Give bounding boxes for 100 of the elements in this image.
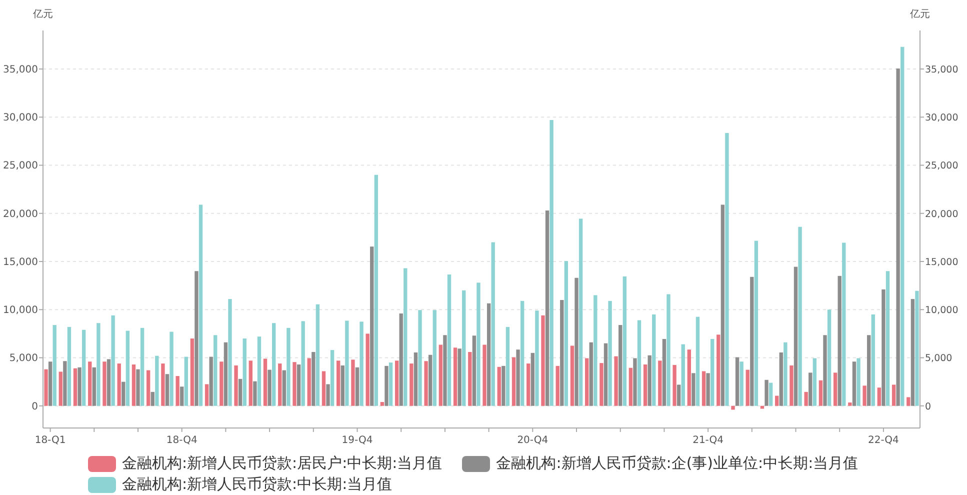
- bar: [351, 360, 355, 406]
- y-tick-label: 35,000: [3, 64, 38, 76]
- bar: [594, 295, 598, 406]
- bar: [204, 384, 209, 406]
- bar: [404, 268, 408, 406]
- y2-tick-label: 0: [925, 401, 932, 412]
- bar: [750, 276, 754, 406]
- bar: [268, 370, 272, 406]
- bar: [482, 344, 486, 406]
- bar: [740, 362, 744, 406]
- bar: [394, 360, 399, 406]
- y2-tick-label: 20,000: [925, 208, 958, 220]
- bar: [838, 276, 842, 406]
- bar: [58, 372, 62, 406]
- bar: [570, 346, 574, 406]
- bar: [198, 204, 203, 406]
- bar: [180, 386, 184, 406]
- bar: [44, 369, 48, 406]
- bar: [326, 384, 330, 406]
- bar: [220, 362, 224, 406]
- bar: [827, 310, 832, 406]
- bar: [804, 392, 808, 406]
- bar: [472, 336, 476, 406]
- bar: [476, 282, 480, 406]
- bar: [155, 356, 159, 406]
- bar: [760, 406, 764, 409]
- bar: [126, 330, 130, 406]
- bar: [380, 402, 384, 406]
- x-tick-label: 21-Q4: [692, 435, 724, 446]
- bar: [424, 361, 428, 406]
- bar: [340, 365, 344, 406]
- bar: [886, 271, 890, 406]
- y-tick-label: 0: [32, 401, 38, 412]
- bar: [330, 350, 334, 406]
- bar: [633, 358, 637, 406]
- y2-tick-label: 5,000: [925, 353, 952, 364]
- bar: [702, 371, 706, 406]
- bar: [92, 367, 96, 406]
- bar: [248, 360, 252, 406]
- y-tick-label: 30,000: [3, 112, 38, 124]
- bar: [520, 300, 524, 406]
- bar: [614, 356, 618, 406]
- bar: [731, 406, 735, 410]
- bar: [78, 367, 82, 406]
- y2-tick-label: 25,000: [925, 160, 958, 172]
- bar: [706, 373, 710, 406]
- bar: [687, 350, 691, 406]
- bar: [228, 299, 232, 406]
- bar: [150, 392, 154, 406]
- bar: [696, 316, 700, 406]
- bar: [716, 334, 720, 406]
- bar: [366, 334, 370, 406]
- y-tick-label: 25,000: [3, 160, 38, 172]
- bar: [779, 352, 783, 406]
- bar: [618, 325, 622, 406]
- bar: [842, 242, 846, 406]
- bar: [418, 310, 422, 406]
- bar: [263, 358, 268, 406]
- bar: [176, 376, 180, 406]
- bar: [458, 348, 462, 406]
- bar: [512, 357, 516, 406]
- bar: [161, 364, 165, 406]
- bar: [140, 328, 144, 406]
- bar: [468, 352, 472, 406]
- bar: [848, 402, 852, 406]
- bar: [224, 342, 228, 406]
- bar: [82, 330, 86, 406]
- bar: [132, 364, 136, 406]
- bar: [775, 396, 779, 406]
- bar: [52, 325, 56, 406]
- bar: [257, 336, 262, 406]
- bar: [322, 371, 326, 406]
- bar: [672, 364, 676, 406]
- y2-tick-label: 30,000: [925, 112, 958, 124]
- bar: [877, 388, 882, 406]
- bar: [862, 386, 866, 406]
- bar: [497, 366, 501, 406]
- bar: [399, 313, 403, 406]
- bar: [286, 328, 290, 406]
- bar: [833, 372, 838, 406]
- y-tick-label: 15,000: [3, 256, 38, 268]
- y-tick-label: 20,000: [3, 208, 38, 220]
- bar: [238, 378, 242, 406]
- bar: [209, 356, 213, 406]
- bar: [370, 246, 374, 406]
- bar: [900, 46, 904, 406]
- bar: [589, 342, 593, 406]
- bar: [823, 335, 827, 406]
- bar: [190, 338, 194, 406]
- bar: [296, 364, 301, 406]
- bar: [676, 384, 681, 406]
- bar: [214, 335, 218, 406]
- bar: [506, 326, 510, 406]
- bar: [336, 360, 340, 406]
- bar: [784, 342, 788, 406]
- bar: [63, 361, 67, 406]
- bar: [648, 355, 652, 406]
- bar: [652, 314, 656, 406]
- bar: [67, 326, 72, 406]
- bar: [556, 366, 560, 406]
